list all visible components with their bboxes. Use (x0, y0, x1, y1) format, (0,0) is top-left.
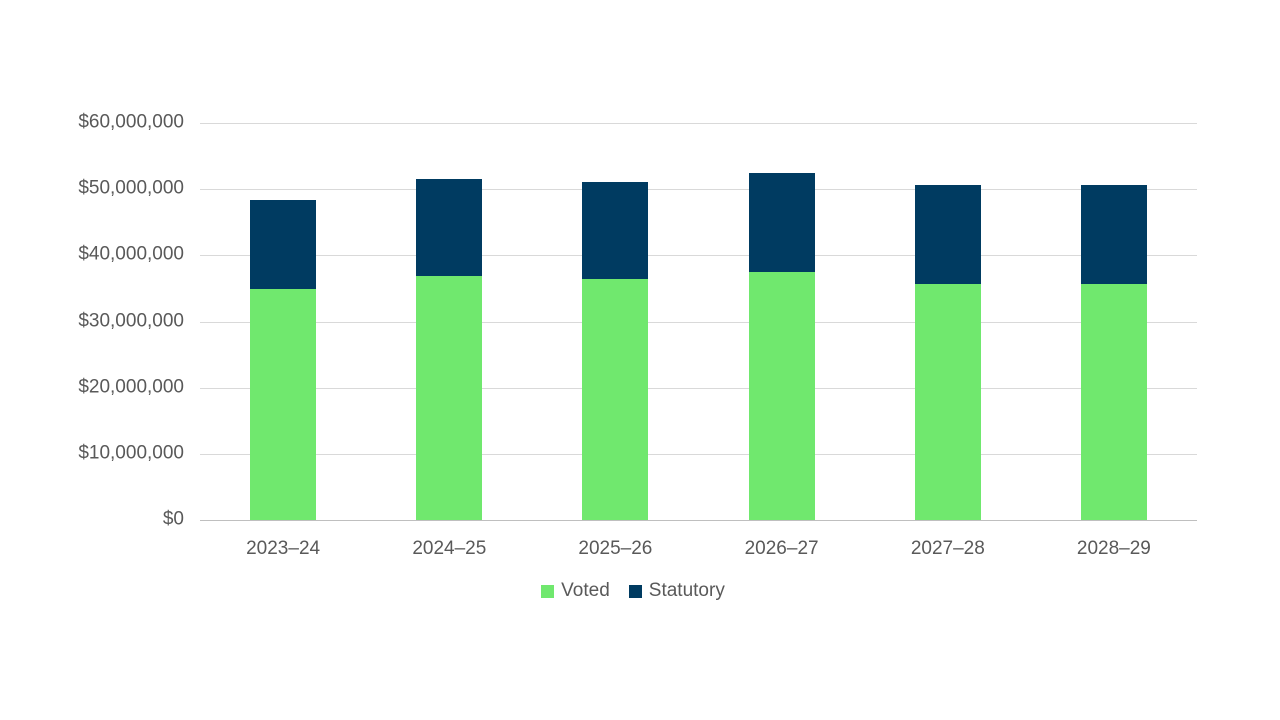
voted-segment (416, 275, 483, 520)
statutory-segment (1080, 184, 1147, 284)
statutory-segment (416, 179, 483, 276)
x-tick-label: 2024–25 (412, 538, 487, 559)
gridline (200, 123, 1197, 124)
voted-segment (582, 278, 649, 520)
x-tick-label: 2025–26 (578, 538, 653, 559)
x-axis-line (200, 520, 1197, 521)
y-tick-label: $30,000,000 (78, 310, 184, 332)
bar-2027-28 (914, 123, 981, 520)
y-tick-label: $10,000,000 (78, 442, 184, 464)
bar-2028-29 (1080, 123, 1147, 520)
y-tick-label: $50,000,000 (78, 177, 184, 199)
legend-item-voted: Voted (541, 580, 610, 602)
legend-item-statutory: Statutory (628, 580, 725, 602)
y-tick-label: $0 (162, 508, 184, 530)
x-tick-label: 2026–27 (744, 538, 819, 559)
gridline (200, 387, 1197, 389)
y-tick-label: $20,000,000 (78, 376, 184, 398)
legend-swatch-icon (628, 584, 642, 598)
voted-segment (250, 289, 317, 520)
gridline (200, 255, 1197, 257)
plot-area (200, 123, 1197, 520)
statutory-segment (748, 172, 815, 272)
x-tick-label: 2027–28 (910, 538, 985, 559)
y-tick-label: $60,000,000 (78, 111, 184, 133)
legend-label: Statutory (648, 580, 725, 601)
chart-legend: Voted Statutory (0, 580, 1273, 602)
x-tick-label: 2028–29 (1076, 538, 1151, 559)
bar-2026-27 (748, 123, 815, 520)
x-tick-label: 2023–24 (246, 538, 321, 559)
statutory-segment (914, 184, 981, 284)
bar-2024-25 (416, 123, 483, 520)
gridline (200, 453, 1197, 455)
legend-swatch-icon (541, 584, 555, 598)
bar-2025-26 (582, 123, 649, 520)
y-tick-label: $40,000,000 (78, 243, 184, 265)
statutory-segment (582, 181, 649, 279)
statutory-segment (250, 199, 317, 290)
gridline (200, 189, 1197, 191)
voted-segment (914, 283, 981, 520)
voted-segment (748, 271, 815, 520)
bar-2023-24 (250, 123, 317, 520)
gridline (200, 321, 1197, 323)
legend-label: Voted (561, 580, 610, 601)
voted-segment (1080, 283, 1147, 520)
